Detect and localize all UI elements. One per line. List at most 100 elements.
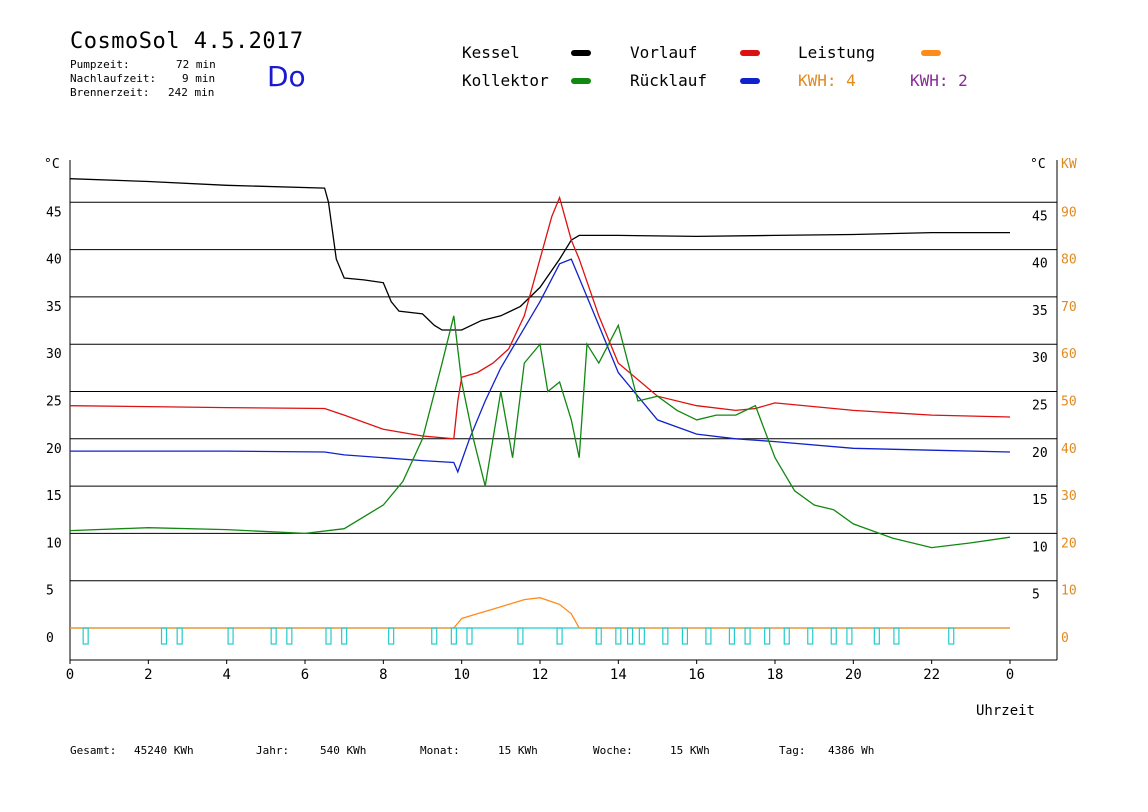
y-tick-label-left: 40: [46, 253, 62, 268]
series-leistung-line: [70, 597, 1010, 629]
series-pumpe-pulse: [556, 627, 563, 645]
x-tick-label: 12: [532, 667, 549, 683]
x-tick-label: 20: [845, 667, 862, 683]
legend-label-vorlauf: Vorlauf: [630, 43, 698, 62]
legend-swatch-kessel: [571, 50, 591, 56]
page-title: CosmoSol 4.5.2017: [70, 29, 304, 54]
series-kollektor-line: [69, 315, 1011, 549]
y-tick-label-kw: 50: [1061, 395, 1077, 410]
y-tick-label-left: 10: [46, 536, 62, 551]
x-tick-label: 0: [66, 667, 74, 683]
x-tick-label: 14: [610, 667, 627, 683]
y-tick-label-kw: 20: [1061, 536, 1077, 551]
y-tick-label-kw: 60: [1061, 347, 1077, 362]
series-pumpe-pulse: [517, 627, 524, 645]
y-tick-label-right: 10: [1032, 540, 1048, 555]
y-tick-label-right: 15: [1032, 493, 1048, 508]
series-pumpe-pulse: [744, 627, 751, 645]
series-pumpe-pulse: [227, 627, 234, 645]
footer-gesamt-value: 45240 KWh: [134, 744, 194, 757]
y-tick-label-kw: 80: [1061, 253, 1077, 268]
y-tick-label-right: 25: [1032, 399, 1048, 414]
x-tick-label: 10: [453, 667, 470, 683]
legend-swatch-vorlauf: [740, 50, 760, 56]
footer-woche-value: 15 KWh: [670, 744, 710, 757]
y-tick-label-left: 15: [46, 489, 62, 504]
series-ruecklauf-line: [70, 258, 1011, 474]
series-pumpe-pulse: [705, 627, 712, 645]
y-tick-label-right: 5: [1032, 588, 1040, 603]
y-tick-label-left: 5: [46, 584, 54, 599]
y-tick-label-left: 25: [46, 395, 62, 410]
y-tick-label-kw: 10: [1061, 584, 1077, 599]
series-pumpe-pulse: [764, 627, 771, 645]
x-tick-label: 2: [144, 667, 152, 683]
series-pumpe-pulse: [615, 627, 622, 645]
series-kessel-line: [69, 178, 1010, 331]
y-tick-label-kw: 90: [1061, 205, 1077, 220]
footer-woche-label: Woche:: [593, 744, 633, 757]
footer-jahr-value: 540 KWh: [320, 744, 367, 757]
x-tick-label: 22: [923, 667, 940, 683]
y-unit-kw: KW: [1061, 157, 1077, 172]
series-pumpe-pulse: [325, 627, 332, 645]
stat-nachlaufzeit-value: 9 min: [182, 72, 216, 85]
series-pumpe-pulse: [466, 627, 473, 645]
footer-monat-value: 15 KWh: [498, 744, 538, 757]
series-pumpe-pulse: [873, 627, 880, 645]
legend-label-kessel: Kessel: [462, 43, 520, 62]
x-tick-label: 6: [301, 667, 309, 683]
series-pumpe-pulse: [893, 627, 900, 645]
series-pumpe-pulse: [807, 627, 814, 645]
series-pumpe-pulse: [948, 627, 955, 645]
x-tick-label: 4: [222, 667, 230, 683]
kwh-label-1: KWH: 4: [798, 71, 856, 90]
y-unit-right: °C: [1030, 157, 1046, 172]
footer-tag-label: Tag:: [779, 744, 806, 757]
series-pumpe-pulse: [595, 627, 602, 645]
y-tick-label-kw: 40: [1061, 442, 1077, 457]
footer-monat-label: Monat:: [420, 744, 460, 757]
series-pumpe-pulse: [341, 627, 348, 645]
y-tick-label-kw: 70: [1061, 300, 1077, 315]
series-pumpe-pulse: [728, 627, 736, 645]
series-pumpe-pulse: [626, 627, 634, 645]
y-tick-label-left: 45: [46, 205, 62, 220]
y-tick-label-left: 0: [46, 631, 54, 646]
legend-swatch-ruecklauf: [740, 78, 760, 84]
y-tick-label-left: 30: [46, 347, 62, 362]
x-tick-label: 18: [767, 667, 784, 683]
series-pumpe-pulse: [160, 627, 168, 645]
y-tick-label-right: 30: [1032, 351, 1048, 366]
series-vorlauf-line: [69, 195, 1011, 440]
kwh-label-2: KWH: 2: [910, 71, 968, 90]
series-pumpe-pulse: [431, 627, 438, 645]
stat-pumpzeit-value: 72 min: [176, 58, 216, 71]
legend-swatch-kollektor: [571, 78, 591, 84]
series-pumpe-pulse: [176, 627, 183, 645]
series-pumpe-pulse: [638, 627, 645, 645]
footer-tag-value: 4386 Wh: [828, 744, 875, 757]
y-tick-label-left: 20: [46, 442, 62, 457]
series-pumpe-pulse: [388, 627, 395, 645]
series-pumpe-pulse: [450, 627, 457, 645]
y-tick-label-kw: 30: [1061, 489, 1077, 504]
weekday-label: Do: [267, 60, 306, 93]
stat-nachlaufzeit-label: Nachlaufzeit:: [70, 72, 157, 85]
series-pumpe-pulse: [846, 627, 853, 645]
series-pumpe-pulse: [82, 627, 89, 645]
x-axis-label: Uhrzeit: [976, 703, 1035, 719]
stat-brennerzeit-value: 242 min: [168, 86, 215, 99]
legend-label-kollektor: Kollektor: [462, 71, 549, 90]
x-tick-label: 16: [688, 667, 705, 683]
series-pumpe-pulse: [270, 627, 277, 645]
y-tick-label-right: 35: [1032, 304, 1048, 319]
footer-jahr-label: Jahr:: [256, 744, 290, 757]
stat-brennerzeit-label: Brennerzeit:: [70, 86, 150, 99]
series-pumpe-pulse: [783, 627, 790, 645]
y-tick-label-right: 45: [1032, 209, 1048, 224]
series-pumpe-pulse: [662, 627, 669, 645]
y-unit-left: °C: [44, 157, 60, 172]
legend-label-ruecklauf: Rücklauf: [630, 71, 708, 90]
